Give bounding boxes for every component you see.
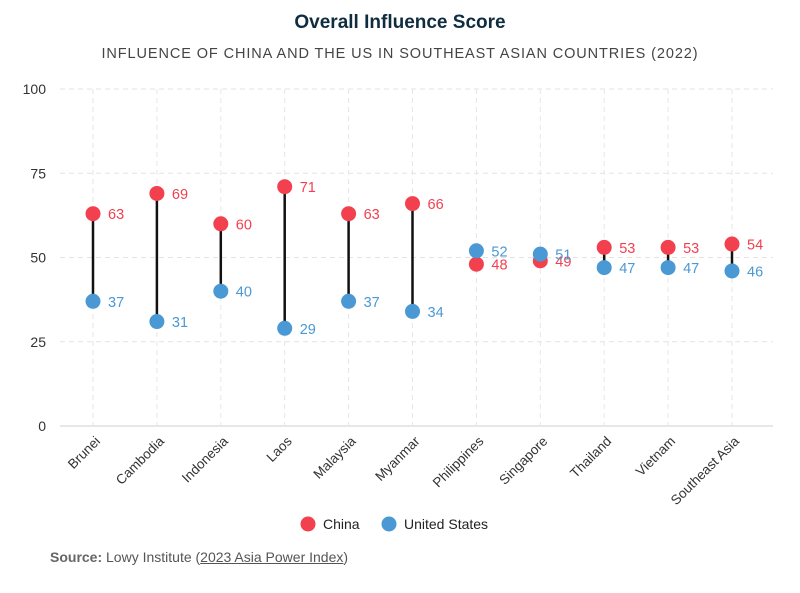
us-point [149,314,165,330]
grid-lines [60,88,773,427]
china-value-label: 53 [619,241,635,257]
china-point [405,196,420,212]
us-value-label: 37 [364,295,380,311]
us-value-label: 40 [236,285,252,301]
legend: China United States [300,516,488,532]
us-value-label: 47 [683,261,699,277]
source-link[interactable]: 2023 Asia Power Index [200,549,344,565]
china-value-label: 69 [172,187,188,203]
source-label: Source: [50,549,103,565]
china-value-label: 54 [747,238,763,254]
chart-subtitle: INFLUENCE OF CHINA AND THE US IN SOUTHEA… [101,46,699,62]
y-tick-label: 0 [38,418,46,434]
us-point [660,260,676,276]
us-point [405,303,420,319]
us-point [213,283,229,299]
us-value-label: 37 [108,295,124,311]
us-point [85,293,101,309]
us-value-label: 51 [555,248,571,264]
us-point [277,320,293,336]
x-tick-label: Brunei [65,434,103,472]
x-tick-label: Singapore [496,434,550,488]
x-tick-label: Malaysia [310,433,359,482]
legend-china-label: China [323,516,360,532]
china-value-label: 60 [236,217,252,233]
y-tick-label: 75 [30,165,46,181]
x-tick-label: Cambodia [113,433,167,487]
us-value-label: 31 [172,315,188,331]
china-value-label: 63 [364,207,380,223]
x-tick-label: Laos [264,433,295,464]
x-tick-label: Myanmar [372,433,423,484]
china-point [596,239,612,255]
china-value-label: 48 [491,258,507,274]
us-value-label: 29 [300,322,316,338]
china-point [660,239,676,255]
china-value-label: 53 [683,241,699,257]
us-point [468,243,484,259]
china-value-label: 49 [555,254,571,270]
china-point [277,179,293,195]
y-tick-label: 100 [23,81,47,97]
china-point [341,206,357,222]
us-value-label: 46 [747,264,763,280]
us-value-label: 47 [619,261,635,277]
x-tick-label: Thailand [567,434,614,481]
china-value-label: 63 [108,207,124,223]
china-value-label: 71 [300,180,316,196]
us-point [341,293,357,309]
legend-us-label: United States [404,516,488,532]
source-close: ) [343,549,349,565]
x-axis-labels: Brunei Cambodia Indonesia Laos Malaysia Myanm… [65,433,743,508]
us-value-label: 34 [428,305,444,321]
us-value-label: 52 [491,244,507,260]
china-point [213,216,229,232]
y-tick-label: 50 [30,250,46,266]
legend-china-marker [300,516,316,532]
y-tick-label: 25 [30,334,46,350]
x-tick-label: Indonesia [179,433,231,485]
us-point [724,263,740,279]
y-axis-ticks: 0 25 50 75 100 [23,81,47,434]
china-point [468,256,484,272]
legend-us-marker [381,516,397,532]
china-point [149,185,165,201]
source-text: Lowy Institute ( [102,549,201,565]
us-point [532,246,548,262]
china-point [724,236,740,252]
x-tick-label: Southeast Asia [668,433,743,508]
chart-title: Overall Influence Score [294,12,506,33]
source-note: Source: Lowy Institute (2023 Asia Power … [50,549,348,565]
us-point [596,260,612,276]
x-tick-label: Vietnam [633,434,678,479]
x-tick-label: Philippines [430,433,487,490]
china-point [85,206,101,222]
china-value-label: 66 [428,197,444,213]
chart-marks: 63 69 60 71 63 66 48 49 53 53 54 37 31 40 29 37 34 52 51 47… [85,179,763,338]
